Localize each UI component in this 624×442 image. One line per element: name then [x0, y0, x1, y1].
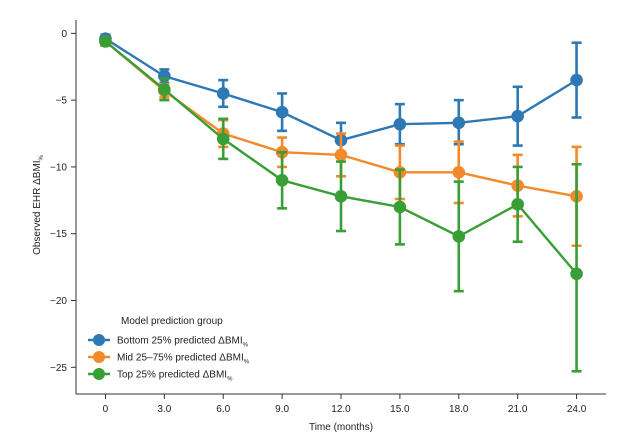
x-axis-label: Time (months) — [309, 422, 373, 433]
legend-item: Mid 25–75% predicted ΔBMI% — [88, 351, 250, 366]
legend-items: Bottom 25% predicted ΔBMI%Mid 25–75% pre… — [88, 334, 250, 383]
data-point — [452, 116, 466, 130]
legend-swatch-marker — [93, 334, 105, 346]
data-point — [570, 267, 583, 281]
x-tick-label: 21.0 — [508, 404, 528, 415]
legend-label: Bottom 25% predicted ΔBMI% — [117, 336, 249, 349]
data-point — [570, 73, 583, 87]
x-tick-label: 18.0 — [449, 404, 469, 415]
legend-label-main: Top 25% predicted ΔBMI — [117, 370, 227, 381]
x-tick-label: 15.0 — [390, 404, 410, 415]
legend-label-main: Mid 25–75% predicted ΔBMI — [117, 353, 244, 364]
legend-label: Mid 25–75% predicted ΔBMI% — [117, 353, 250, 366]
x-ticks: 0 3.0 6.0 9.0 12.0 15.0 18.0 21.0 24.0 — [103, 394, 587, 415]
legend-item: Bottom 25% predicted ΔBMI% — [88, 334, 249, 349]
y-ticks: 0 −5 −10 −15 −20 −25 — [50, 29, 76, 374]
data-point — [511, 109, 524, 123]
y-tick-label: −10 — [50, 162, 67, 173]
legend-item: Top 25% predicted ΔBMI% — [88, 368, 233, 383]
data-point — [393, 117, 407, 131]
y-tick-label: −5 — [56, 96, 68, 107]
y-axis-label: Observed EHR ΔBMI% — [32, 154, 45, 254]
data-point — [216, 87, 230, 100]
data-point — [99, 35, 112, 48]
data-point — [511, 198, 524, 211]
data-point — [158, 83, 171, 96]
y-tick-label: −20 — [50, 296, 67, 307]
data-point — [452, 230, 466, 243]
legend-label-subscript: % — [243, 343, 249, 349]
x-tick-label: 9.0 — [275, 404, 289, 415]
y-axis-label-subscript: % — [39, 154, 45, 160]
x-tick-label: 3.0 — [157, 404, 171, 415]
x-tick-label: 12.0 — [331, 404, 351, 415]
legend-swatch-marker — [93, 368, 105, 380]
data-point — [334, 190, 348, 203]
y-tick-label: 0 — [61, 29, 67, 40]
plot-area — [99, 32, 583, 373]
y-tick-label: −25 — [50, 363, 67, 374]
x-axis: 0 3.0 6.0 9.0 12.0 15.0 18.0 21.0 24.0 Time (mon… — [76, 393, 606, 433]
legend-label: Top 25% predicted ΔBMI% — [117, 370, 233, 383]
data-point — [216, 132, 230, 146]
y-axis-label-main: Observed EHR ΔBMI — [32, 160, 43, 254]
data-point — [393, 200, 407, 214]
data-point — [334, 148, 348, 162]
legend-swatch-marker — [93, 351, 105, 363]
y-tick-label: −15 — [50, 229, 67, 240]
legend-label-subscript: % — [244, 360, 250, 366]
data-point — [452, 165, 466, 179]
data-point — [275, 173, 289, 187]
x-tick-label: 0 — [103, 404, 109, 415]
legend-label-subscript: % — [227, 377, 233, 383]
legend-label-main: Bottom 25% predicted ΔBMI — [117, 336, 243, 347]
series-2 — [99, 35, 583, 373]
y-axis: 0 −5 −10 −15 −20 −25 Observed EHR ΔBMI% — [32, 20, 77, 394]
x-tick-label: 24.0 — [567, 404, 587, 415]
legend: Model prediction group Bottom 25% predic… — [88, 316, 250, 383]
data-point — [275, 105, 289, 119]
legend-title: Model prediction group — [121, 316, 223, 327]
x-tick-label: 6.0 — [216, 404, 230, 415]
